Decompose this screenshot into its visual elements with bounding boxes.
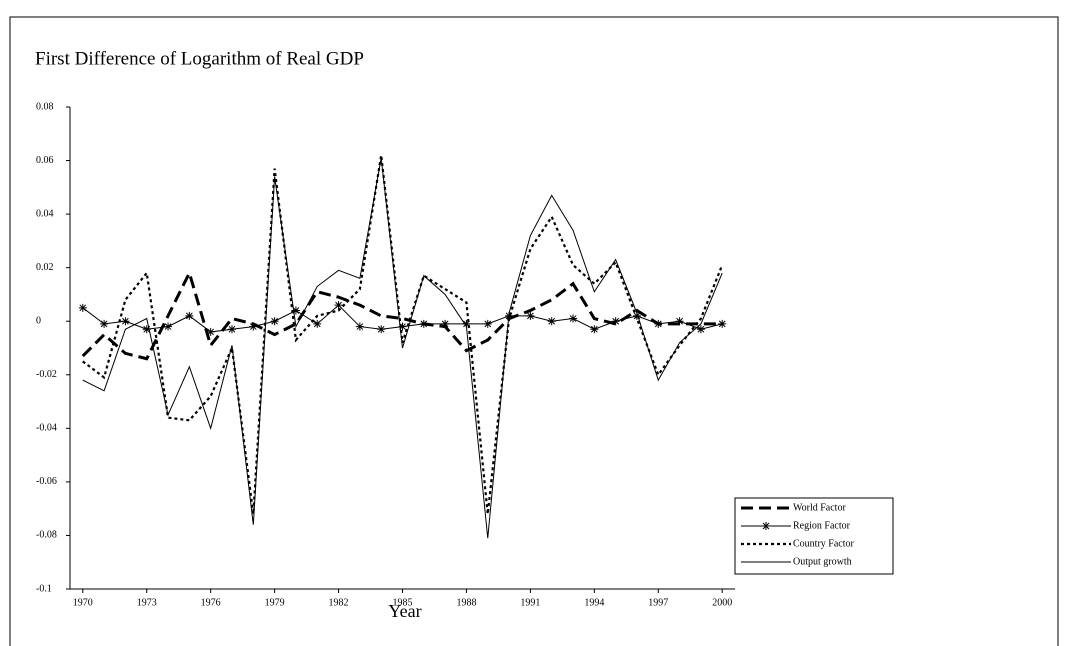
point-marker: [270, 317, 279, 326]
point-marker: [611, 317, 620, 326]
point-marker: [185, 311, 194, 320]
point-marker: [313, 319, 322, 328]
point-marker: [696, 325, 705, 334]
x-tick-label: 1982: [329, 597, 349, 608]
frame: [9, 16, 1059, 646]
point-marker: [121, 317, 130, 326]
series-line: [82, 157, 723, 539]
x-tick-label: 1970: [73, 597, 93, 608]
point-marker: [78, 303, 87, 312]
point-marker: [569, 314, 578, 323]
x-axis-label: Year: [388, 601, 421, 621]
y-tick-label: -0.02: [36, 369, 57, 380]
point-marker: [462, 319, 471, 328]
y-tick-label: -0.04: [36, 423, 57, 434]
legend-label: Country Factor: [793, 538, 854, 549]
point-marker: [547, 317, 556, 326]
x-tick-label: 1988: [456, 597, 476, 608]
point-marker: [206, 327, 215, 336]
point-marker: [441, 319, 450, 328]
legend-label: Region Factor: [793, 520, 851, 531]
y-tick-label: -0.06: [36, 476, 57, 487]
y-tick-label: -0.08: [36, 530, 57, 541]
legend-label: World Factor: [793, 502, 846, 513]
point-marker: [398, 322, 407, 331]
point-marker: [590, 325, 599, 334]
legend-marker: [762, 522, 770, 530]
y-tick-label: 0.06: [36, 155, 54, 166]
x-tick-label: 1994: [584, 597, 604, 608]
y-tick-label: 0.04: [36, 208, 54, 219]
point-marker: [249, 322, 258, 331]
x-tick-label: 2000: [712, 597, 732, 608]
x-tick-label: 1973: [137, 597, 157, 608]
y-tick-label: 0.02: [36, 262, 54, 273]
point-marker: [100, 319, 109, 328]
legend-box: [734, 497, 894, 575]
y-tick-label: -0.1: [36, 583, 52, 594]
point-marker: [142, 325, 151, 334]
point-marker: [654, 319, 663, 328]
point-marker: [355, 322, 364, 331]
legend-label: Output growth: [793, 556, 852, 567]
point-marker: [377, 325, 386, 334]
point-marker: [675, 317, 684, 326]
x-tick-label: 1979: [265, 597, 285, 608]
point-marker: [718, 319, 727, 328]
point-marker: [483, 319, 492, 328]
x-tick-label: 1991: [520, 597, 540, 608]
point-marker: [419, 319, 428, 328]
point-marker: [334, 301, 343, 310]
x-tick-label: 1997: [648, 597, 668, 608]
x-tick-label: 1985: [393, 597, 413, 608]
series-line: [82, 155, 724, 515]
y-tick-label: 0: [36, 316, 41, 327]
point-marker: [164, 322, 173, 331]
point-marker: [526, 311, 535, 320]
point-marker: [227, 325, 236, 334]
point-marker: [291, 306, 300, 315]
chart-title: First Difference of Logarithm of Real GD…: [35, 48, 364, 69]
x-tick-label: 1976: [201, 597, 221, 608]
y-tick-label: 0.08: [36, 101, 54, 112]
